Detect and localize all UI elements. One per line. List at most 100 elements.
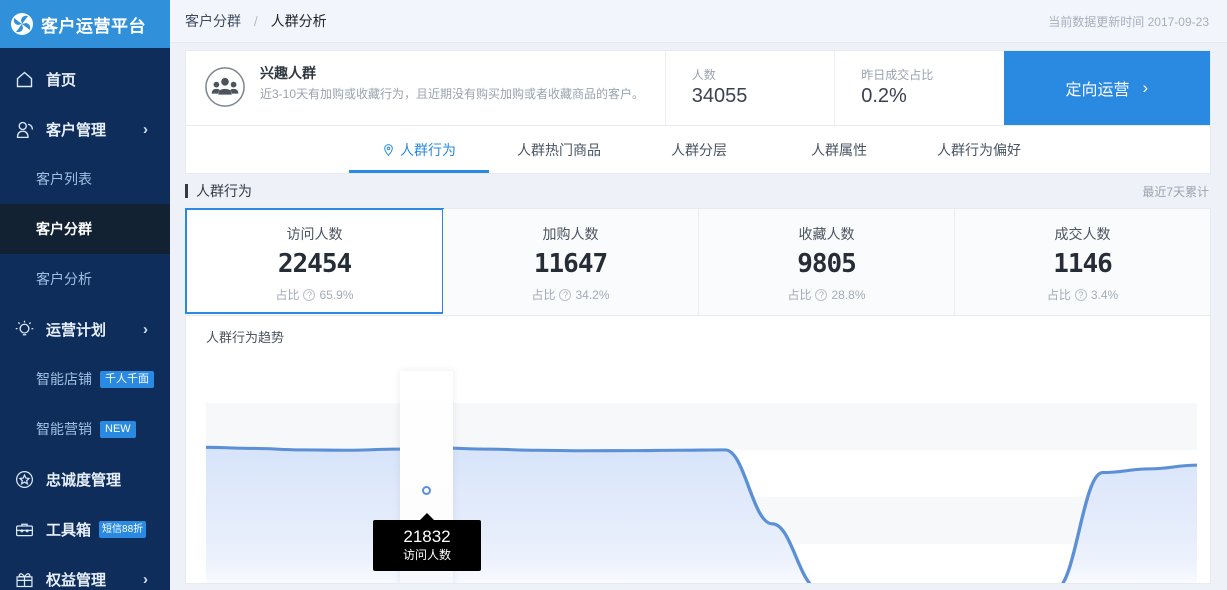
crowd-title: 兴趣人群 — [260, 65, 316, 81]
chart-plot-area[interactable]: 21832 访问人数 — [206, 371, 1197, 583]
tab-label: 人群行为 — [400, 141, 456, 158]
metric-ratio: 占比 ? 34.2% — [531, 286, 609, 303]
sidebar-subitem-label: 客户列表 — [36, 171, 92, 187]
tab-crowd-behavior[interactable]: 人群行为 — [349, 126, 489, 173]
sidebar-item-benefits[interactable]: 权益管理 › — [0, 554, 170, 590]
metric-card-visits[interactable]: 访问人数 22454 占比 ? 65.9% — [185, 208, 444, 314]
metric-label: 访问人数 — [286, 226, 343, 242]
pinwheel-logo-icon — [10, 12, 34, 36]
metric-value: 11647 — [533, 249, 608, 279]
sidebar-item-label: 工具箱 — [46, 521, 92, 539]
people-group-icon — [204, 66, 246, 108]
section-accent-bar — [185, 184, 188, 198]
tooltip-arrow — [420, 513, 434, 520]
help-icon[interactable]: ? — [1074, 288, 1087, 301]
metric-card-transaction[interactable]: 成交人数 1146 占比 ? 3.4% — [955, 209, 1210, 315]
gift-icon — [14, 568, 38, 590]
sidebar-nav: 首页 客户管理 › 客户列表 客户分群 客户分析 — [0, 48, 170, 590]
sidebar-badge: 千人千面 — [100, 370, 154, 388]
chevron-right-icon: › — [143, 120, 148, 138]
metric-ratio-value: 34.2% — [575, 287, 610, 302]
metric-label: 成交人数 — [1054, 226, 1111, 242]
section-range-note: 最近7天累计 — [1142, 184, 1209, 199]
chart-title: 人群行为趋势 — [206, 330, 285, 345]
crowd-info-card: 兴趣人群 近3-10天有加购或收藏行为，且近期没有购买加购或者收藏商品的客户。 … — [185, 50, 1211, 126]
metric-ratio: 占比 ? 65.9% — [275, 286, 353, 303]
chevron-right-icon: › — [143, 570, 148, 588]
chevron-right-icon: › — [143, 320, 148, 338]
star-badge-icon — [14, 468, 38, 490]
sidebar-subitem-label: 智能店铺 — [36, 371, 92, 387]
metric-ratio-label: 占比 — [531, 288, 556, 302]
tab-crowd-layer[interactable]: 人群分层 — [629, 126, 769, 173]
targeted-operation-button[interactable]: 定向运营 › — [1003, 51, 1210, 125]
sidebar: 客户运营平台 首页 客户管理 › — [0, 0, 170, 590]
metric-ratio-value: 3.4% — [1090, 287, 1119, 302]
sidebar-item-toolbox[interactable]: 工具箱 短信88折 — [0, 504, 170, 554]
tab-crowd-attribute[interactable]: 人群属性 — [769, 126, 909, 173]
help-icon[interactable]: ? — [303, 288, 316, 301]
breadcrumb-current: 人群分析 — [270, 13, 327, 29]
sidebar-item-label: 首页 — [46, 71, 77, 89]
brand-logo[interactable]: 客户运营平台 — [0, 0, 170, 48]
section-title: 人群行为 — [196, 183, 252, 199]
area-series — [206, 445, 1197, 583]
trend-chart-card: 人群行为趋势 — [185, 316, 1211, 584]
sidebar-badge: NEW — [100, 420, 136, 438]
section-header: 人群行为 最近7天累计 — [185, 174, 1211, 208]
tooltip-label: 访问人数 — [402, 548, 451, 562]
tab-bar: 人群行为 人群热门商品 人群分层 人群属性 人群行为偏好 — [185, 126, 1211, 174]
metric-label: 收藏人数 — [798, 226, 855, 242]
metric-ratio-label: 占比 — [1046, 288, 1071, 302]
tab-crowd-hot-products[interactable]: 人群热门商品 — [489, 126, 629, 173]
metric-card-add-cart[interactable]: 加购人数 11647 占比 ? 34.2% — [443, 209, 699, 315]
sidebar-item-operation-plan[interactable]: 运营计划 › — [0, 304, 170, 354]
stat-value: 34055 — [691, 85, 748, 107]
chevron-right-icon: › — [1142, 78, 1149, 97]
tab-label: 人群行为偏好 — [937, 141, 1021, 158]
metric-ratio: 占比 ? 28.8% — [787, 286, 865, 303]
crowd-info-text: 兴趣人群 近3-10天有加购或收藏行为，且近期没有购买加购或者收藏商品的客户。 — [260, 63, 655, 103]
grid-band — [206, 403, 1197, 450]
stat-yesterday-ratio: 昨日成交占比 0.2% — [834, 51, 1003, 125]
crowd-description: 近3-10天有加购或收藏行为，且近期没有购买加购或者收藏商品的客户。 — [260, 87, 645, 101]
metric-ratio-value: 28.8% — [831, 287, 866, 302]
sidebar-item-customer-list[interactable]: 客户列表 — [0, 154, 170, 204]
tab-crowd-behavior-preference[interactable]: 人群行为偏好 — [909, 126, 1049, 173]
sidebar-item-customer-analysis[interactable]: 客户分析 — [0, 254, 170, 304]
sidebar-item-customer-segment[interactable]: 客户分群 — [0, 204, 170, 254]
metric-card-favorite[interactable]: 收藏人数 9805 占比 ? 28.8% — [699, 209, 955, 315]
chart-hover-point — [422, 486, 431, 495]
stat-label: 昨日成交占比 — [861, 68, 934, 82]
sidebar-item-home[interactable]: 首页 — [0, 54, 170, 104]
crowd-info-left: 兴趣人群 近3-10天有加购或收藏行为，且近期没有购买加购或者收藏商品的客户。 — [186, 51, 665, 125]
brand-name: 客户运营平台 — [41, 16, 146, 36]
breadcrumb-separator: / — [253, 13, 258, 29]
home-icon — [14, 68, 38, 90]
sidebar-item-loyalty[interactable]: 忠诚度管理 — [0, 454, 170, 504]
help-icon[interactable]: ? — [815, 288, 828, 301]
data-update-time: 当前数据更新时间 2017-09-23 — [1048, 14, 1209, 29]
top-bar: 客户分群 / 人群分析 当前数据更新时间 2017-09-23 — [170, 0, 1227, 43]
metric-value: 1146 — [1053, 249, 1113, 279]
sidebar-item-label: 忠诚度管理 — [46, 471, 122, 489]
breadcrumb-parent[interactable]: 客户分群 — [185, 13, 241, 29]
bulb-icon — [14, 318, 38, 340]
toolbox-icon — [14, 518, 38, 540]
tab-label: 人群分层 — [671, 141, 727, 158]
user-manage-icon — [14, 118, 38, 140]
sidebar-item-label: 运营计划 — [46, 321, 107, 339]
metric-value: 22454 — [277, 249, 352, 279]
help-icon[interactable]: ? — [559, 288, 572, 301]
sidebar-badge: 短信88折 — [99, 520, 147, 538]
content: 兴趣人群 近3-10天有加购或收藏行为，且近期没有购买加购或者收藏商品的客户。 … — [170, 43, 1227, 584]
sidebar-subitem-label: 客户分析 — [36, 271, 92, 287]
metric-ratio-value: 65.9% — [319, 287, 354, 302]
tooltip-value: 21832 — [403, 527, 451, 546]
sidebar-item-smart-marketing[interactable]: 智能营销 NEW — [0, 404, 170, 454]
sidebar-item-customer-manage[interactable]: 客户管理 › — [0, 104, 170, 154]
tab-label: 人群热门商品 — [517, 141, 601, 158]
sidebar-item-smart-shop[interactable]: 智能店铺 千人千面 — [0, 354, 170, 404]
stat-label: 人数 — [691, 68, 716, 82]
